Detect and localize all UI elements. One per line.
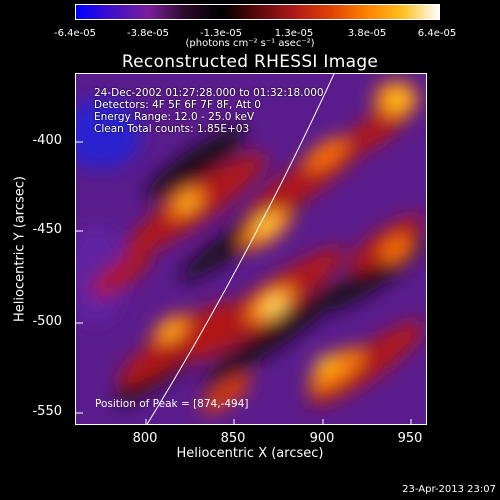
y-tick-label: -450: [32, 222, 62, 237]
x-tick-label: 850: [220, 431, 246, 446]
colorbar-unit: (photons cm⁻² s⁻¹ asec⁻²): [185, 38, 315, 49]
x-tick-label: 800: [132, 431, 158, 446]
rhessi-image: [76, 74, 426, 424]
x-tick-label: 900: [309, 431, 335, 446]
x-axis-label: Heliocentric X (arcsec): [176, 446, 324, 461]
colorbar-tick: -6.4e-05: [54, 28, 96, 39]
colorbar-tick: 6.4e-05: [417, 28, 457, 39]
y-tick-label: -550: [32, 404, 62, 419]
clean-counts-label: Clean Total counts: 1.85E+03: [94, 123, 250, 135]
image-title: Reconstructed RHESSI Image: [121, 52, 379, 72]
y-axis-label: Heliocentric Y (arcsec): [12, 176, 28, 322]
colorbar-tick: -1.3e-05: [200, 28, 242, 39]
render-timestamp: 23-Apr-2013 23:07: [402, 484, 496, 495]
peak-position-label: Position of Peak = [874,-494]: [95, 398, 249, 410]
energy-range-label: Energy Range: 12.0 - 25.0 keV: [94, 111, 255, 123]
x-tick-label: 950: [397, 431, 423, 446]
rhessi-image-plot: [75, 73, 427, 425]
colorbar-tick: 3.8e-05: [347, 28, 387, 39]
y-tick-label: -400: [32, 133, 62, 148]
time-range-label: 24-Dec-2002 01:27:28.000 to 01:32:18.000: [94, 87, 324, 99]
y-tick-label: -500: [32, 314, 62, 329]
colorbar-tick: 1.3e-05: [274, 28, 314, 39]
detectors-label: Detectors: 4F 5F 6F 7F 8F, Att 0: [94, 99, 261, 111]
colorbar: [75, 4, 440, 20]
colorbar-tick: -3.8e-05: [127, 28, 169, 39]
